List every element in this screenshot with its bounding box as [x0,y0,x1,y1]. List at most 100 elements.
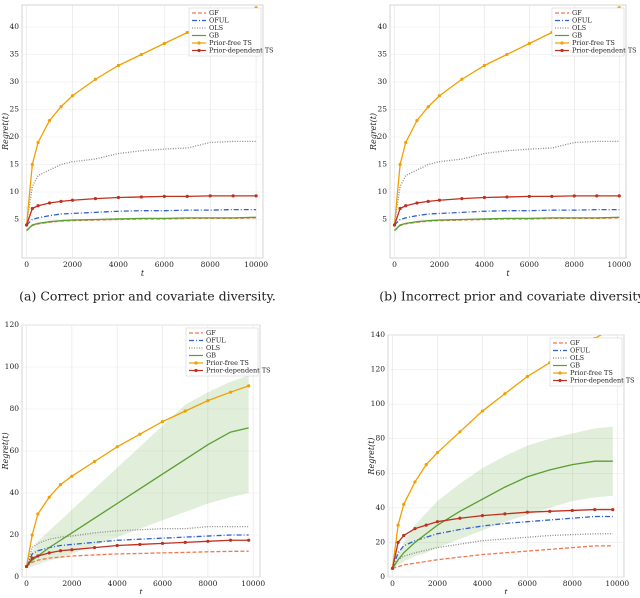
caption: (a) Correct prior and covariate diversit… [19,289,276,304]
x-axis-label: t [141,269,145,278]
data-point [435,520,440,524]
data-point [93,77,98,81]
legend-label: Prior-free TS [209,39,252,47]
data-point [162,194,166,198]
y-tick-label: 80 [9,404,19,413]
data-point [617,194,621,198]
data-point [162,41,166,46]
data-point [424,523,428,527]
legend-box [551,7,625,57]
x-tick-label: 8000 [563,579,582,588]
data-point [402,533,406,538]
data-point [572,194,576,198]
legend-label: OLS [209,24,223,32]
x-tick-label: 4000 [473,579,492,588]
data-point [505,195,509,199]
chart: 0 20 40 60 80 100 120 0 2000 4000 6000 8000 10000 t Re… [1,320,271,597]
data-point [160,420,165,424]
data-point [402,502,406,506]
data-point [59,199,63,203]
legend-label: Prior-dependent TS [572,47,637,55]
y-axis-label: Regret(t) [1,113,10,151]
legend-label: Prior-dependent TS [209,47,274,55]
data-point [47,118,52,123]
x-axis-label: t [139,588,143,594]
y-tick-label: 25 [9,105,19,114]
data-point [503,392,507,396]
x-tick-label: 8000 [201,260,220,269]
series-line [25,195,257,226]
data-point [392,223,397,227]
series-line [25,385,249,567]
series-line [26,550,249,568]
y-tick-label: 0 [14,572,19,581]
data-point [231,194,235,198]
data-point [36,204,40,208]
legend-marker [194,368,198,373]
data-point [47,201,52,205]
data-point [185,30,189,35]
data-point [435,450,440,455]
legend-marker [558,371,562,375]
legend-marker [560,48,564,53]
legend-label: OLS [206,344,220,352]
data-point [58,483,63,487]
y-tick-label: 40 [9,22,19,31]
series-line [26,216,257,231]
series-line [26,427,249,567]
x-tick-label: 0 [24,579,29,588]
data-point [30,533,34,537]
data-point [36,554,40,558]
series-line [394,208,620,226]
x-tick-label: 4000 [108,579,127,588]
chart: 5 10 15 20 25 30 35 40 0 2000 4000 6000 8000 10000 t Re… [369,4,640,304]
data-point [460,197,464,201]
data-point [47,551,51,555]
data-point [437,198,442,202]
data-point [593,507,597,512]
legend-label: OFUL [209,17,229,25]
data-point [24,564,29,569]
data-point [460,77,464,81]
data-point [115,445,119,449]
data-point [92,546,97,550]
data-point [30,556,34,560]
legend-label: Prior-dependent TS [206,367,271,375]
data-point [415,201,419,205]
data-point [482,63,486,68]
legend-marker [560,41,564,45]
data-point [59,105,63,109]
data-point [208,194,212,198]
x-tick-label: 2000 [63,260,82,269]
x-tick-label: 4000 [475,260,494,269]
y-tick-label: 20 [377,132,387,141]
data-point [183,540,187,544]
y-tick-label: 5 [14,215,19,224]
data-point [426,105,430,109]
data-point [228,538,233,542]
x-tick-label: 0 [390,579,395,588]
data-point [24,223,29,227]
x-tick-label: 10000 [607,260,631,269]
y-tick-label: 80 [375,434,385,443]
confidence-band [392,426,613,569]
data-point [426,199,430,203]
data-point [58,549,63,553]
data-point [254,194,258,198]
y-tick-label: 100 [5,362,20,371]
series-line [25,539,249,567]
plot-area [389,4,627,259]
series-line [392,545,613,569]
legend-label: GF [209,9,219,17]
y-tick-label: 40 [377,22,387,31]
data-point [611,326,614,329]
x-tick-label: 10000 [605,579,629,588]
data-point [480,409,484,413]
legend-label: Prior-free TS [572,39,615,47]
series-line [391,460,613,569]
data-point [139,195,143,199]
y-tick-label: 40 [9,488,19,497]
y-tick-label: 20 [375,537,385,546]
y-tick-label: 5 [382,215,387,224]
data-point [247,538,251,542]
